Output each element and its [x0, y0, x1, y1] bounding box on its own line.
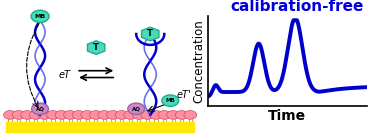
Circle shape	[141, 111, 154, 119]
Circle shape	[12, 111, 25, 119]
Circle shape	[150, 111, 163, 119]
Text: T: T	[147, 30, 153, 38]
Circle shape	[29, 111, 42, 119]
Circle shape	[72, 111, 85, 119]
Bar	[6, 122, 194, 132]
Text: MB: MB	[166, 98, 175, 103]
Circle shape	[124, 111, 136, 119]
Circle shape	[81, 111, 94, 119]
Text: calibration-free: calibration-free	[230, 0, 364, 14]
Circle shape	[64, 111, 76, 119]
Circle shape	[175, 111, 188, 119]
Circle shape	[55, 111, 68, 119]
X-axis label: Time: Time	[268, 109, 306, 123]
Circle shape	[46, 111, 59, 119]
Circle shape	[158, 111, 171, 119]
Y-axis label: Concentration: Concentration	[192, 19, 205, 103]
Circle shape	[167, 111, 180, 119]
Circle shape	[107, 111, 119, 119]
Polygon shape	[142, 27, 159, 41]
Text: eT': eT'	[177, 90, 192, 100]
Text: AQ: AQ	[36, 106, 45, 111]
Circle shape	[31, 10, 49, 22]
Text: eT: eT	[58, 70, 70, 80]
Circle shape	[90, 111, 102, 119]
Polygon shape	[87, 41, 105, 54]
Text: MB: MB	[34, 14, 46, 19]
Text: T: T	[93, 43, 99, 52]
Circle shape	[162, 95, 179, 106]
Circle shape	[115, 111, 128, 119]
Circle shape	[21, 111, 34, 119]
Circle shape	[128, 103, 145, 115]
Circle shape	[184, 111, 197, 119]
Circle shape	[32, 103, 48, 115]
Text: AQ: AQ	[132, 106, 141, 111]
Circle shape	[38, 111, 51, 119]
Circle shape	[98, 111, 111, 119]
Circle shape	[132, 111, 145, 119]
Circle shape	[4, 111, 16, 119]
